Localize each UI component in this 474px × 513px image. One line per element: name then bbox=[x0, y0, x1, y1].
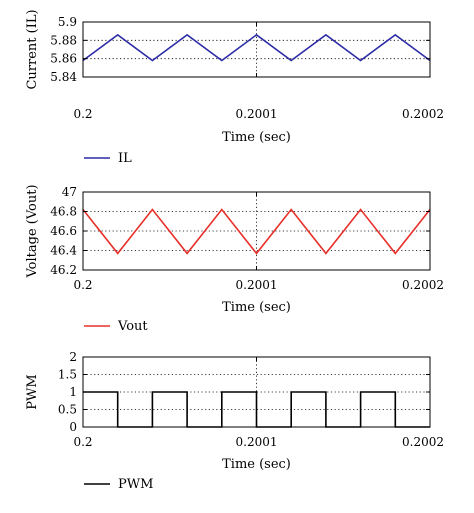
legend-entry: IL bbox=[84, 151, 132, 166]
x-tick-label: 0.2001 bbox=[236, 278, 278, 292]
x-axis-title: Time (sec) bbox=[222, 457, 291, 472]
y-tick-label: 2 bbox=[69, 350, 77, 364]
x-axis-title: Time (sec) bbox=[222, 300, 291, 315]
x-tick-label: 0.2001 bbox=[236, 107, 278, 121]
chart-panel-3: 0 0.5 1 1.5 2 0.2 0.2001 0.2002 Time (sec) PWM PWM bbox=[25, 350, 444, 492]
x-tick-label: 0.2002 bbox=[402, 278, 444, 292]
y-tick-label: 5.84 bbox=[50, 70, 77, 84]
y-tick-label: 47 bbox=[62, 185, 77, 199]
legend-label: IL bbox=[118, 151, 132, 166]
y-tick-label: 46.4 bbox=[50, 244, 77, 258]
y-tick-label: 5.9 bbox=[58, 15, 77, 29]
chart-panel-2: 46.2 46.4 46.6 46.8 47 0.2 0.2001 0.2002 Time (s… bbox=[25, 184, 444, 334]
legend-entry: PWM bbox=[84, 477, 153, 492]
y-tick-label: 1 bbox=[69, 385, 77, 399]
y-axis-title: Current (IL) bbox=[25, 9, 40, 89]
series-line-il bbox=[82, 33, 431, 62]
x-tick-label: 0.2002 bbox=[402, 107, 444, 121]
legend-label: Vout bbox=[117, 319, 148, 334]
x-tick-label: 0.2002 bbox=[402, 435, 444, 449]
y-tick-label: 1.5 bbox=[58, 368, 77, 382]
x-tick-label: 0.2 bbox=[73, 107, 92, 121]
y-tick-label: 0 bbox=[69, 420, 77, 434]
chart-panel-1: 5.84 5.86 5.88 5.9 0.2 0.2001 0.2002 Time (sec)… bbox=[25, 9, 444, 166]
y-axis-title: Voltage (Vout) bbox=[25, 184, 40, 278]
legend-entry: Vout bbox=[84, 319, 148, 334]
y-axis-title: PWM bbox=[25, 374, 40, 409]
x-tick-label: 0.2001 bbox=[236, 435, 278, 449]
y-tick-label: 46.2 bbox=[50, 263, 77, 277]
y-tick-label: 46.6 bbox=[50, 224, 77, 238]
x-tick-label: 0.2 bbox=[73, 278, 92, 292]
y-tick-label: 5.86 bbox=[50, 52, 77, 66]
x-tick-label: 0.2 bbox=[73, 435, 92, 449]
y-tick-label: 5.88 bbox=[50, 33, 77, 47]
series-line-vout bbox=[82, 208, 431, 255]
y-tick-label: 46.8 bbox=[50, 205, 77, 219]
legend-label: PWM bbox=[118, 477, 153, 492]
series-line-pwm bbox=[83, 391, 430, 428]
x-axis-title: Time (sec) bbox=[222, 130, 291, 145]
y-tick-label: 0.5 bbox=[58, 403, 77, 417]
